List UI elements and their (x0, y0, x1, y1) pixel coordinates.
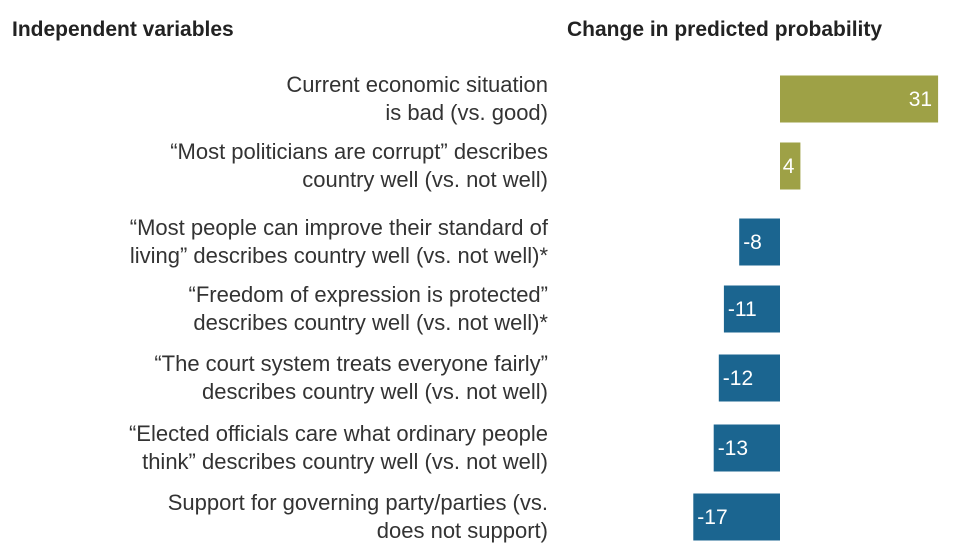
bar-value-label-5: -13 (718, 437, 748, 460)
category-label-3-line-1: describes country well (vs. not well)* (193, 310, 548, 335)
change-in-predicted-probability-header: Change in predicted probability (567, 18, 883, 41)
category-label-2-line-1: living” describes country well (vs. not … (129, 243, 548, 268)
bar-value-label-2: -8 (743, 231, 762, 254)
bar-1 (780, 142, 801, 190)
category-label-4: “The court system treats everyone fairly… (0, 350, 548, 406)
bar-value-label-6: -17 (697, 506, 727, 529)
bar-0 (780, 75, 939, 123)
category-label-5-line-1: think” describes country well (vs. not w… (142, 449, 548, 474)
category-label-0-line-1: is bad (vs. good) (385, 100, 548, 125)
category-label-2: “Most people can improve their standard … (0, 214, 548, 270)
category-label-6-line-1: does not support) (376, 518, 548, 543)
bar-4 (718, 354, 780, 402)
category-label-3-line-0: “Freedom of expression is protected” (188, 282, 549, 307)
category-label-5: “Elected officials care what ordinary pe… (0, 420, 548, 476)
category-label-1-line-0: “Most politicians are corrupt” describes (170, 139, 548, 164)
independent-variables-header: Independent variables (12, 18, 234, 41)
bar-2 (739, 218, 780, 266)
bar-6 (693, 493, 780, 541)
category-label-2-line-0: “Most people can improve their standard … (129, 215, 548, 240)
category-label-1: “Most politicians are corrupt” describes… (0, 138, 548, 194)
category-label-0-line-0: Current economic situation (286, 72, 548, 97)
bar-value-label-1: 4 (783, 155, 795, 178)
category-label-0: Current economic situation is bad (vs. go… (0, 71, 548, 127)
category-label-5-line-0: “Elected officials care what ordinary pe… (128, 421, 548, 446)
category-label-1-line-1: country well (vs. not well) (302, 167, 548, 192)
bar-value-label-4: -12 (723, 367, 753, 390)
category-label-4-line-0: “The court system treats everyone fairly… (154, 351, 548, 376)
bar-5 (713, 424, 780, 472)
category-label-4-line-1: describes country well (vs. not well) (201, 379, 548, 404)
category-label-3: “Freedom of expression is protected” desc… (0, 281, 549, 337)
category-label-6: Support for governing party/parties (vs.… (0, 489, 548, 545)
bar-3 (723, 285, 780, 333)
category-label-6-line-0: Support for governing party/parties (vs. (167, 490, 548, 515)
bar-value-label-3: -11 (728, 298, 757, 321)
bar-value-label-0: 31 (909, 88, 932, 111)
